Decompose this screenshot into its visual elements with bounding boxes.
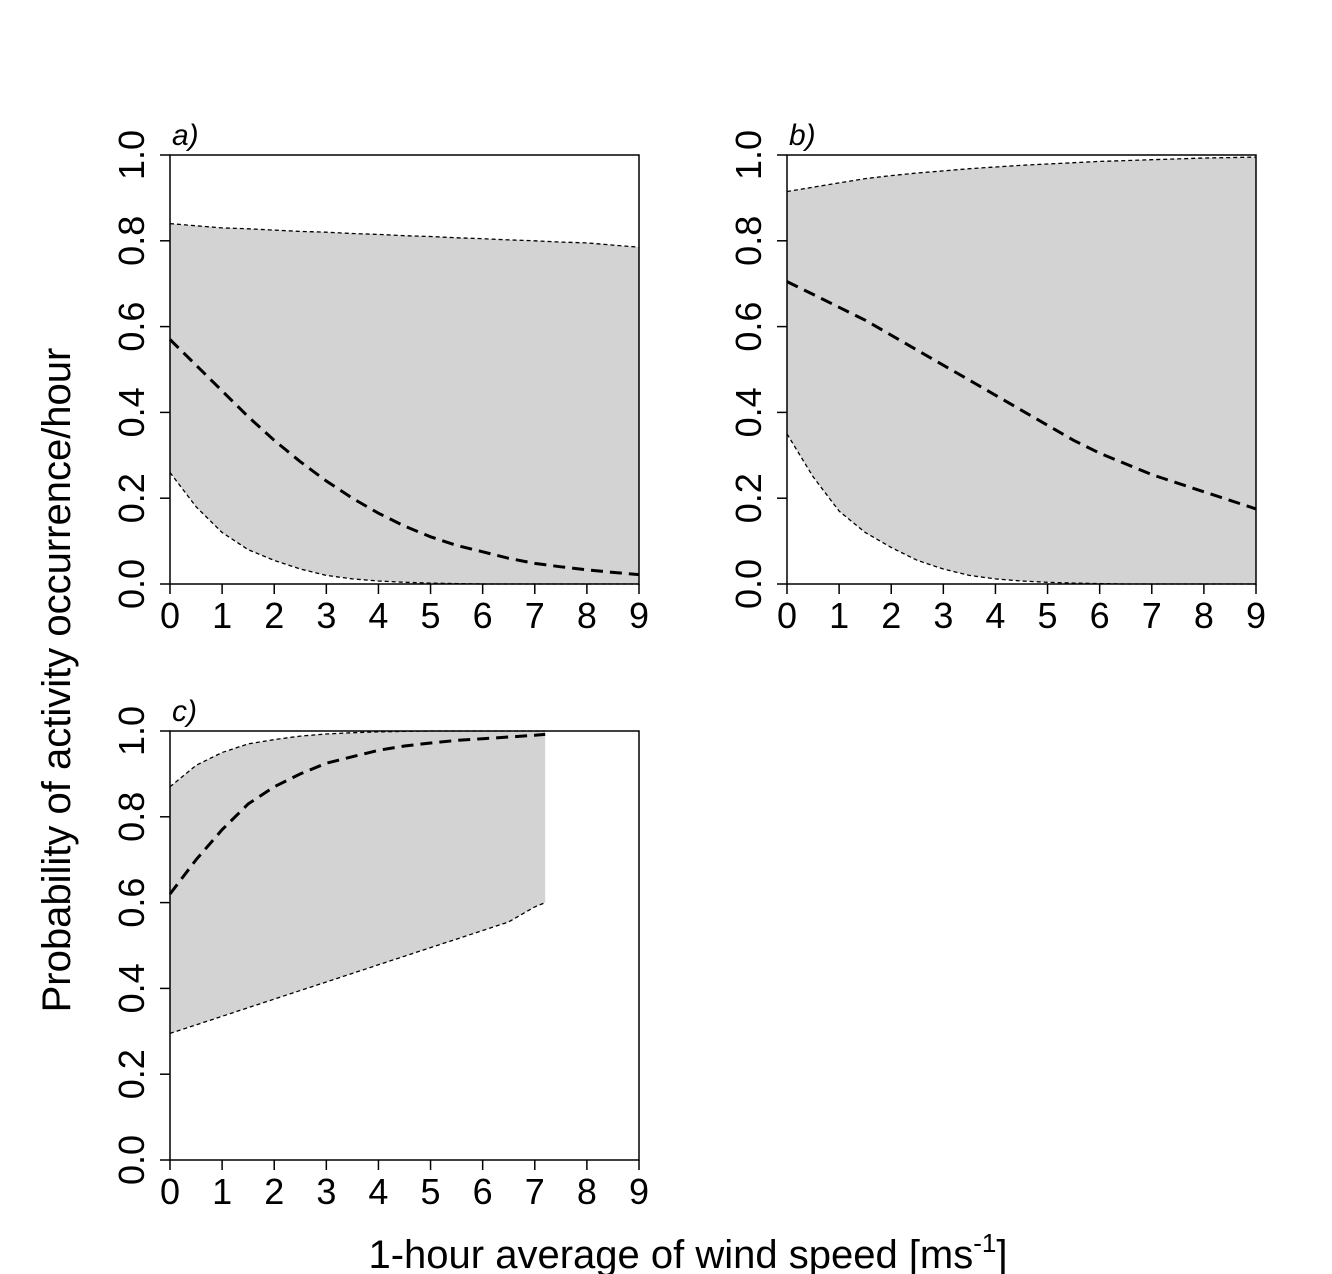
x-tick-label: 8 [1194,595,1214,636]
x-tick-label: 2 [264,1171,284,1212]
panel-label: a) [172,119,199,152]
x-tick-label: 4 [368,1171,388,1212]
x-axis-title: 1-hour average of wind speed [ms-1] [368,1228,1007,1274]
x-tick-label: 0 [160,1171,180,1212]
x-tick-label: 4 [368,595,388,636]
x-axis-title-main: 1-hour average of wind speed [ms [368,1233,973,1274]
lower-bound-line [169,901,546,1035]
x-tick-label: 4 [985,595,1005,636]
y-tick-label: 0.4 [111,963,152,1013]
y-tick-label: 0.2 [728,473,769,523]
panel-1: 0 1 2 3 4 5 6 7 8 9 0.0 0.2 0.4 0.6 0.8 1.0 a) [111,119,649,636]
y-tick-label: 0.8 [728,216,769,266]
x-tick-label: 3 [316,595,336,636]
y-tick-label: 0.6 [728,302,769,352]
panel-label: b) [789,119,816,152]
x-tick-label: 7 [525,595,545,636]
x-tick-label: 0 [777,595,797,636]
x-tick-label: 1 [829,595,849,636]
x-tick-label: 8 [577,1171,597,1212]
x-tick-label: 0 [160,595,180,636]
mean-line [168,732,546,895]
x-tick-label: 7 [1142,595,1162,636]
y-tick-label: 1.0 [728,130,769,180]
x-tick-label: 9 [629,595,649,636]
y-tick-label: 1.0 [111,130,152,180]
x-tick-label: 2 [881,595,901,636]
y-tick-label: 0.2 [111,473,152,523]
upper-bound-line [786,156,1257,193]
upper-bound-line [169,222,640,248]
x-tick-label: 8 [577,595,597,636]
x-tick-label: 2 [264,595,284,636]
panels: 0 1 2 3 4 5 6 7 8 90.00.20.40.60.81.0 a)0 1 2 3 4 5 6 7 8 9… [111,119,1266,1212]
y-tick-label: 0.4 [728,387,769,437]
x-tick-label: 5 [1038,595,1058,636]
x-tick-label: 6 [1090,595,1110,636]
mean-line [786,280,1257,511]
mean-line [168,338,640,577]
panel-label: c) [172,695,197,728]
y-tick-label: 0.0 [111,559,152,609]
x-tick-label: 7 [525,1171,545,1212]
confidence-band [170,223,639,584]
plot-frame [169,154,640,585]
y-tick-label: 0.2 [111,1049,152,1099]
y-tick-label: 0.4 [111,387,152,437]
y-tick-label: 0.0 [728,559,769,609]
x-tick-label: 1 [212,595,232,636]
y-tick-label: 0.0 [111,1135,152,1185]
y-tick-label: 0.6 [111,878,152,928]
x-tick-label: 9 [629,1171,649,1212]
confidence-band [170,731,546,1034]
y-axis-title: Probability of activity occurrence/hour [35,348,79,1013]
panel-3: 0 1 2 3 4 5 6 7 8 9 0.0 0.2 0.4 0.6 0.8 1.0 c) [111,695,649,1212]
y-tick-label: 1.0 [111,706,152,756]
plot-frame [786,154,1257,585]
x-tick-label: 5 [421,1171,441,1212]
y-tick-label: 0.8 [111,216,152,266]
x-tick-label: 3 [933,595,953,636]
x-tick-label: 5 [421,595,441,636]
confidence-band [787,157,1256,584]
panel-2: 0 1 2 3 4 5 6 7 8 9 0.0 0.2 0.4 0.6 0.8 1.0 b) [728,119,1266,636]
x-tick-label: 6 [473,1171,493,1212]
x-axis-title-superscript: -1 [973,1228,996,1258]
x-tick-label: 6 [473,595,493,636]
plot-frame [169,730,640,1161]
x-tick-label: 9 [1246,595,1266,636]
x-tick-label: 3 [316,1171,336,1212]
x-tick-label: 1 [212,1171,232,1212]
y-tick-label: 0.6 [111,302,152,352]
x-axis-title-close: ] [996,1233,1007,1274]
y-tick-label: 0.8 [111,792,152,842]
